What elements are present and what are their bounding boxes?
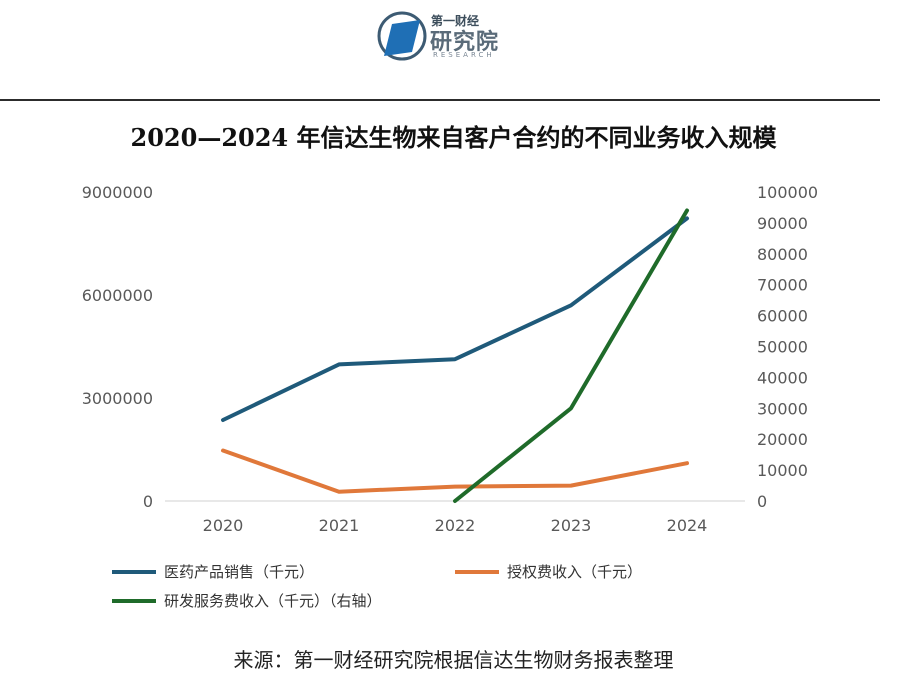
line-chart: 2020 2021 2022 2023 2024 0 3000000 6000000 90000…: [82, 183, 818, 535]
legend-label-rd: 研发服务费收入（千元）（右轴）: [164, 592, 382, 610]
x-tick-label: 2024: [667, 516, 708, 535]
y-left-tick-label: 9000000: [82, 183, 153, 202]
logo-sub-text: RESEARCH: [433, 51, 495, 59]
x-tick-label: 2023: [551, 516, 592, 535]
y-right-tick-label: 60000: [757, 307, 808, 326]
y-left-tick-label: 3000000: [82, 389, 153, 408]
legend-item-rd: 研发服务费收入（千元）（右轴）: [112, 590, 382, 611]
x-tick-label: 2020: [203, 516, 244, 535]
legend-swatch-product: [112, 569, 156, 574]
line-license-revenue: [221, 448, 689, 494]
y-right-tick-label: 90000: [757, 214, 808, 233]
y-right-tick-label: 70000: [757, 276, 808, 295]
x-tick-label: 2021: [319, 516, 360, 535]
logo: 第一财经 研究院 RESEARCH: [376, 8, 506, 64]
legend-label-product: 医药产品销售（千元）: [164, 563, 315, 581]
logo-brand-text: 第一财经: [431, 14, 480, 28]
y-right-tick-label: 100000: [757, 183, 818, 202]
legend-swatch-rd: [112, 598, 156, 603]
y-left-tick-label: 0: [143, 492, 153, 511]
logo-icon: [377, 11, 427, 61]
logo-main-text: 研究院: [430, 30, 500, 55]
line-product-sales: [221, 216, 689, 422]
y-right-tick-label: 80000: [757, 245, 808, 264]
x-tick-label: 2022: [435, 516, 476, 535]
source-note: 来源：第一财经研究院根据信达生物财务报表整理: [233, 648, 674, 672]
legend-item-product: 医药产品销售（千元）: [112, 561, 314, 582]
y-right-tick-label: 30000: [757, 399, 808, 418]
legend-swatch-license: [455, 569, 499, 574]
legend-label-license: 授权费收入（千元）: [507, 563, 643, 581]
y-right-tick-label: 10000: [757, 461, 808, 480]
legend-item-license: 授权费收入（千元）: [455, 561, 642, 582]
chart-title: 2020—2024 年信达生物来自客户合约的不同业务收入规模: [130, 123, 777, 152]
y-right-tick-label: 50000: [757, 338, 808, 357]
y-right-tick-label: 20000: [757, 430, 808, 449]
line-rd-service-revenue: [453, 208, 689, 503]
y-left-tick-label: 6000000: [82, 286, 153, 305]
y-right-tick-label: 0: [757, 492, 767, 511]
header-divider: [0, 99, 880, 101]
y-right-tick-label: 40000: [757, 368, 808, 387]
